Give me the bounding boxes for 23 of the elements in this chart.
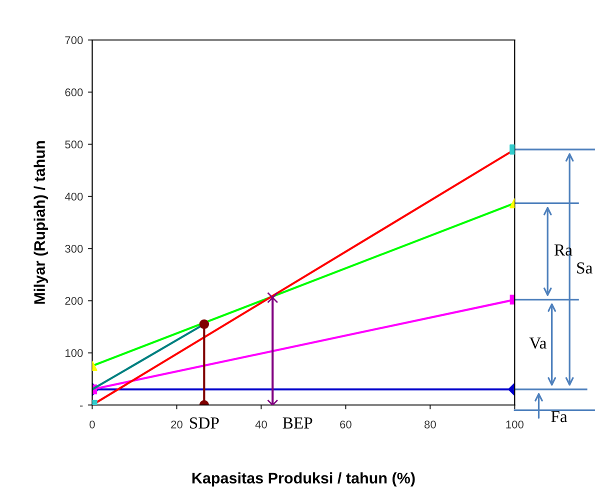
point [267,292,278,304]
text: Sa [577,262,592,274]
x-axis-title: Kapasitas Produksi / tahun (%) [192,472,415,487]
y-tick-label: 400 [64,192,83,201]
x-tick-label: 0 [90,420,95,428]
x-tick-label: 100 [506,420,524,428]
point [199,319,210,330]
y-tick-label: 300 [65,244,83,253]
annotation: SDP [190,417,219,429]
x-tick-label: 60 [340,420,352,428]
y-tick-label: 500 [65,140,83,148]
text: Fa [551,411,568,422]
annotation: BEP [282,418,312,428]
y-tick-label: 200 [65,296,83,305]
y-tick-label: 600 [65,88,83,96]
y-tick-label: - [80,406,83,407]
y-tick-label: 100 [66,349,83,357]
y-axis-title: Milyar (Rupiah) / tahun [34,141,48,304]
x-tick-label: 20 [171,420,182,428]
x-tick-label: 80 [424,420,436,428]
text: Va [529,338,546,349]
y-tick-label: 700 [65,36,83,44]
x-tick-label: 40 [255,420,267,428]
